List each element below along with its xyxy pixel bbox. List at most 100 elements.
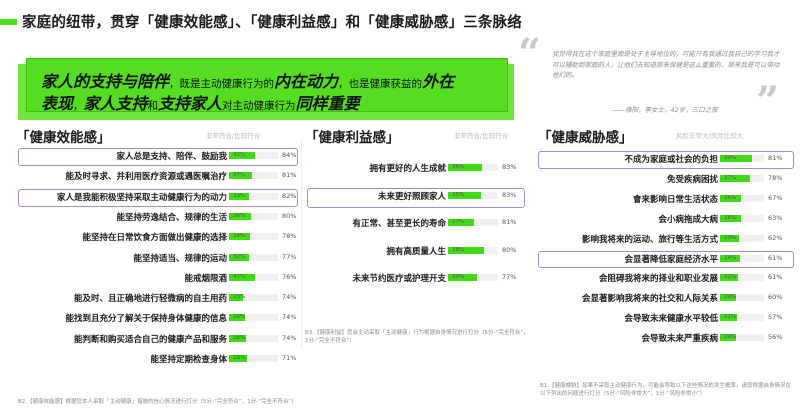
quote-close-icon: ” (756, 78, 780, 125)
hero-text: 同样重要 (295, 94, 360, 113)
bar (720, 334, 737, 342)
total-value-label: 77% (502, 273, 517, 281)
total-value-label: 81% (502, 218, 517, 226)
category-label: 能坚持适当、规律的运动 (133, 253, 227, 264)
quote-open-icon: “ (518, 30, 542, 77)
bar-value-label: 36% (452, 164, 465, 170)
bar-value-label: 29% (233, 355, 246, 361)
category-label: 会导致未来严重疾病 (641, 334, 718, 345)
hero-text: ，也是健康获益的 (338, 78, 423, 90)
chart-legend: 非常符合/比较符合 (454, 132, 509, 140)
bar-value-label: 24% (724, 254, 737, 261)
total-value-label: 81% (768, 154, 783, 162)
total-value-label: 84% (282, 151, 297, 159)
total-value-label: 62% (768, 233, 783, 242)
total-value-label: 56% (768, 333, 783, 342)
bar (720, 274, 739, 282)
bar (720, 234, 739, 242)
bar (720, 294, 737, 302)
bar-track (720, 294, 764, 302)
chart-title: 「健康威胁感」 (538, 130, 633, 146)
bar-value-label: 38% (452, 246, 465, 253)
category-label: 能坚持定期检查身体 (150, 355, 227, 365)
hero-text: 和 (147, 100, 159, 112)
hero-text: 表现 (41, 94, 74, 113)
bar (229, 233, 251, 241)
total-value-label: 61% (768, 253, 783, 262)
bar-track (229, 233, 278, 241)
quote-text: 我觉得我在这个家庭里面是处于主导地位的，可能只有我通过我自己的学习我才可以辅助到… (552, 50, 780, 79)
bar-track (720, 334, 764, 342)
bar-value-label: 32% (233, 253, 246, 260)
hero-text: ，既是主动健康行为的 (169, 78, 275, 90)
bar-value-label: 20% (724, 334, 737, 341)
title-accent-bar (0, 19, 17, 25)
total-value-label: 83% (502, 190, 517, 199)
bar-track (229, 192, 278, 200)
hero-line-2: 表现，家人支持和支持家人对主动健康行为同样重要 (41, 90, 360, 114)
highlight-box (18, 188, 298, 207)
total-value-label: 80% (282, 211, 297, 220)
bar (229, 253, 249, 261)
bar (229, 273, 256, 281)
hero-text: 家人支持 (83, 94, 148, 113)
highlight-box (307, 187, 525, 208)
bar-track (229, 212, 278, 220)
category-label: 家人总是支持、陪伴、鼓励我 (116, 152, 227, 162)
bar-value-label: 23% (724, 234, 737, 241)
bar (448, 219, 474, 226)
category-label: 能戒烟限酒 (184, 273, 227, 284)
total-value-label: 74% (282, 333, 297, 342)
bar (720, 174, 751, 182)
category-label: 会显著影响我将来的社交和人际关系 (581, 294, 718, 305)
bar (720, 194, 742, 202)
total-value-label: 57% (768, 313, 783, 322)
category-label: 不成为家庭或社会的负担 (624, 155, 718, 165)
bar-track (229, 334, 278, 342)
bar (229, 294, 244, 302)
total-value-label: 60% (768, 293, 783, 302)
category-label: 拥有更好的人生成就 (369, 164, 446, 174)
bar (229, 334, 247, 342)
bar-value-label: 28% (233, 334, 246, 341)
category-label: 未来更好照顾家人 (377, 191, 446, 202)
bar (229, 314, 246, 322)
total-value-label: 78% (768, 173, 783, 182)
category-label: 能找到且充分了解关于保持身体健康的信息 (65, 314, 227, 325)
bar-value-label: 39% (724, 155, 737, 161)
category-label: 會来影响日常生活状态 (632, 194, 718, 205)
bar-value-label: 42% (233, 273, 246, 280)
category-label: 会阻碍我将来的择业和职业发展 (598, 274, 718, 285)
bar (720, 155, 752, 162)
category-label: 会导致未来健康水平较低 (624, 314, 718, 325)
bar-track (720, 234, 764, 242)
bar-value-label: 26% (724, 214, 737, 221)
bar-value-label: 23% (233, 294, 246, 301)
bar-value-label: 30% (452, 274, 465, 280)
chart-title: 「健康效能感」 (16, 130, 111, 146)
bar-value-label: 21% (724, 314, 737, 321)
bar (229, 152, 256, 159)
hero-banner: 家人的支持与陪伴，既是主动健康行为的内在动力，也是健康获益的外在 表现，家人支持… (18, 58, 518, 120)
bar (229, 172, 252, 180)
hero-text: 对主动健康行为 (222, 100, 296, 112)
bar (448, 191, 482, 199)
bar (720, 254, 740, 262)
hero-text: ， (73, 100, 84, 112)
total-value-label: 63% (768, 213, 783, 222)
middle-panel-divider (301, 140, 533, 348)
bar (448, 164, 483, 171)
category-label: 免受疾病困扰 (666, 174, 718, 185)
hero-line-1: 家人的支持与陪伴，既是主动健康行为的内在动力，也是健康获益的外在 (41, 68, 454, 92)
total-value-label: 82% (282, 191, 297, 200)
total-value-label: 83% (502, 163, 517, 171)
hero-text: 支持家人 (158, 94, 223, 113)
highlight-box (538, 151, 794, 169)
bar (229, 212, 252, 220)
bar-track (229, 294, 278, 302)
bar-track (229, 172, 278, 180)
bar (448, 246, 485, 254)
bar-value-label: 36% (233, 212, 246, 219)
bar-track (720, 274, 764, 282)
bar-value-label: 35% (452, 191, 465, 198)
